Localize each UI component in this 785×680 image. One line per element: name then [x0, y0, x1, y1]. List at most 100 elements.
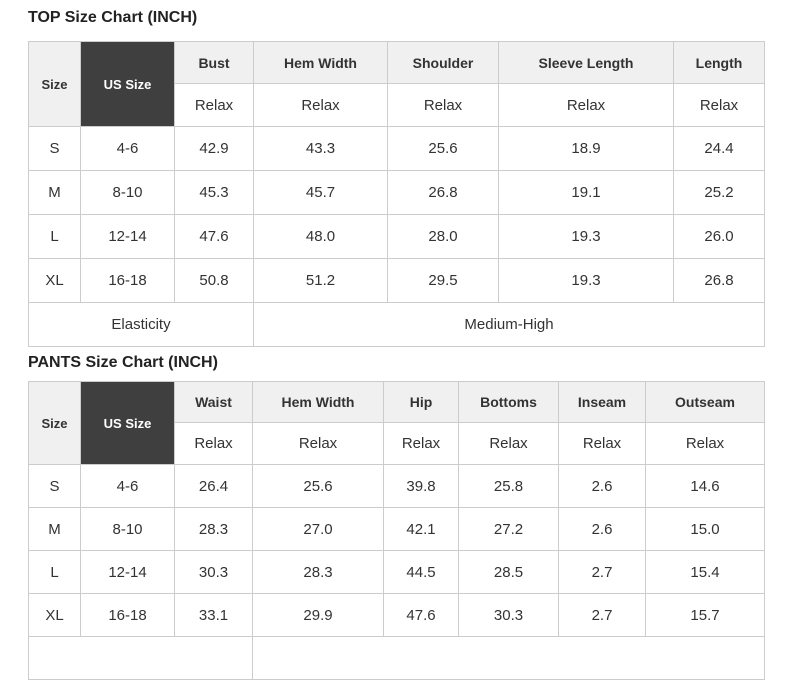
value-cell: 15.7 [645, 593, 765, 637]
value-cell: 29.5 [387, 258, 499, 303]
pants-size-column-header: Size [28, 381, 81, 465]
value-cell: 25.2 [673, 170, 765, 215]
value-cell: 45.7 [253, 170, 388, 215]
us-size-cell: 8-10 [80, 170, 175, 215]
fit-cell: Relax [253, 83, 388, 127]
size-cell: M [28, 507, 81, 551]
value-cell: 24.4 [673, 126, 765, 171]
us-size-cell: 16-18 [80, 258, 175, 303]
value-cell: 15.0 [645, 507, 765, 551]
pants-table-row-s: S 4-6 26.4 25.6 39.8 25.8 2.6 14.6 [28, 464, 765, 508]
top-header-row: Size US Size Bust Hem Width Shoulder Sle… [28, 41, 765, 127]
elasticity-value-cell [252, 636, 765, 680]
value-cell: 48.0 [253, 214, 388, 259]
fit-cell: Relax [673, 83, 765, 127]
value-cell: 19.3 [498, 214, 674, 259]
pants-elasticity-row [28, 636, 765, 680]
value-cell: 26.0 [673, 214, 765, 259]
elasticity-label-cell: Elasticity [28, 302, 254, 347]
value-cell: 2.6 [558, 464, 646, 508]
value-cell: 30.3 [174, 550, 253, 594]
value-cell: 50.8 [174, 258, 254, 303]
value-cell: 26.8 [387, 170, 499, 215]
value-cell: 2.7 [558, 550, 646, 594]
pants-measurement-header-inseam: Inseam [558, 381, 646, 423]
top-chart-title: TOP Size Chart (INCH) [28, 9, 198, 26]
value-cell: 25.8 [458, 464, 559, 508]
fit-cell: Relax [252, 422, 384, 465]
value-cell: 25.6 [252, 464, 384, 508]
top-table-row-l: L 12-14 47.6 48.0 28.0 19.3 26.0 [28, 214, 765, 259]
pants-measurement-header-hip: Hip [383, 381, 459, 423]
value-cell: 2.6 [558, 507, 646, 551]
pants-chart-title: PANTS Size Chart (INCH) [28, 354, 218, 371]
fit-cell: Relax [458, 422, 559, 465]
value-cell: 45.3 [174, 170, 254, 215]
pants-table-row-l: L 12-14 30.3 28.3 44.5 28.5 2.7 15.4 [28, 550, 765, 594]
top-table-row-xl: XL 16-18 50.8 51.2 29.5 19.3 26.8 [28, 258, 765, 303]
value-cell: 2.7 [558, 593, 646, 637]
fit-cell: Relax [174, 83, 254, 127]
elasticity-value-cell: Medium-High [253, 302, 765, 347]
value-cell: 42.9 [174, 126, 254, 171]
value-cell: 26.8 [673, 258, 765, 303]
us-size-cell: 4-6 [80, 464, 175, 508]
top-fit-row: Relax Relax Relax Relax Relax [29, 83, 765, 127]
top-size-table: Size US Size Bust Hem Width Shoulder Sle… [28, 41, 765, 347]
pants-header-row: Size US Size Waist Hem Width Hip Bottoms… [28, 381, 765, 465]
pants-size-table: Size US Size Waist Hem Width Hip Bottoms… [28, 381, 765, 680]
value-cell: 51.2 [253, 258, 388, 303]
pants-us-size-column-header: US Size [80, 381, 175, 465]
top-measurement-header-hem-width: Hem Width [253, 41, 388, 84]
value-cell: 47.6 [383, 593, 459, 637]
fit-cell: Relax [383, 422, 459, 465]
pants-table-row-xl: XL 16-18 33.1 29.9 47.6 30.3 2.7 15.7 [28, 593, 765, 637]
us-size-cell: 16-18 [80, 593, 175, 637]
pants-measurement-header-hem-width: Hem Width [252, 381, 384, 423]
fit-cell: Relax [558, 422, 646, 465]
value-cell: 28.3 [252, 550, 384, 594]
value-cell: 25.6 [387, 126, 499, 171]
size-cell: S [28, 464, 81, 508]
size-cell: L [28, 214, 81, 259]
value-cell: 28.3 [174, 507, 253, 551]
us-size-cell: 8-10 [80, 507, 175, 551]
top-measurement-header-bust: Bust [174, 41, 254, 84]
pants-measurement-header-waist: Waist [174, 381, 253, 423]
fit-cell: Relax [174, 422, 253, 465]
value-cell: 33.1 [174, 593, 253, 637]
size-cell: L [28, 550, 81, 594]
size-cell: XL [28, 593, 81, 637]
pants-table-row-m: M 8-10 28.3 27.0 42.1 27.2 2.6 15.0 [28, 507, 765, 551]
value-cell: 19.1 [498, 170, 674, 215]
us-size-cell: 12-14 [80, 214, 175, 259]
top-elasticity-row: Elasticity Medium-High [28, 302, 765, 347]
fit-cell: Relax [645, 422, 765, 465]
value-cell: 42.1 [383, 507, 459, 551]
value-cell: 30.3 [458, 593, 559, 637]
value-cell: 15.4 [645, 550, 765, 594]
top-measurement-header-length: Length [673, 41, 765, 84]
pants-measurement-header-outseam: Outseam [645, 381, 765, 423]
value-cell: 29.9 [252, 593, 384, 637]
fit-cell: Relax [498, 83, 674, 127]
value-cell: 26.4 [174, 464, 253, 508]
top-size-column-header: Size [28, 41, 81, 127]
value-cell: 19.3 [498, 258, 674, 303]
elasticity-label-cell [28, 636, 253, 680]
value-cell: 14.6 [645, 464, 765, 508]
size-cell: XL [28, 258, 81, 303]
pants-measurement-header-bottoms: Bottoms [458, 381, 559, 423]
value-cell: 18.9 [498, 126, 674, 171]
value-cell: 28.5 [458, 550, 559, 594]
value-cell: 27.2 [458, 507, 559, 551]
value-cell: 28.0 [387, 214, 499, 259]
top-us-size-column-header: US Size [80, 41, 175, 127]
size-cell: M [28, 170, 81, 215]
top-measurement-header-sleeve-length: Sleeve Length [498, 41, 674, 84]
top-measurement-header-shoulder: Shoulder [387, 41, 499, 84]
fit-cell: Relax [387, 83, 499, 127]
value-cell: 27.0 [252, 507, 384, 551]
pants-fit-row: Relax Relax Relax Relax Relax Relax [29, 422, 765, 465]
us-size-cell: 12-14 [80, 550, 175, 594]
